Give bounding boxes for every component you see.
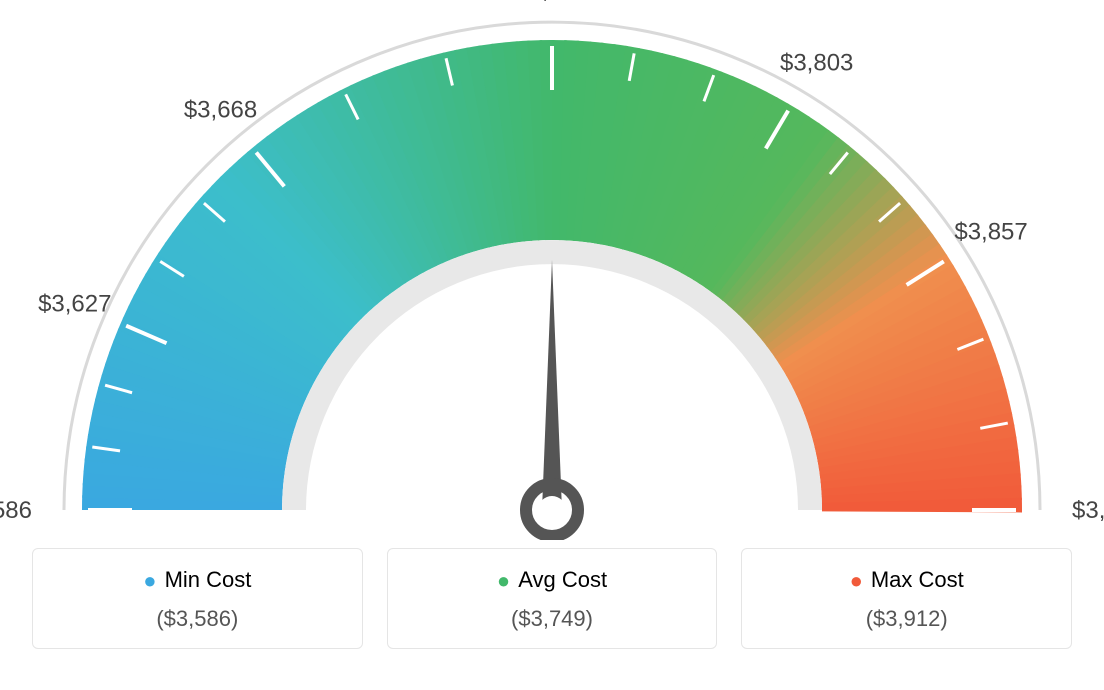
legend-card-avg: ● Avg Cost ($3,749) xyxy=(387,548,718,649)
svg-text:$3,668: $3,668 xyxy=(184,96,257,123)
svg-text:$3,803: $3,803 xyxy=(780,49,853,76)
legend-label-avg: Avg Cost xyxy=(518,567,607,592)
legend-title-avg: ● Avg Cost xyxy=(398,567,707,594)
legend-title-max: ● Max Cost xyxy=(752,567,1061,594)
svg-text:$3,857: $3,857 xyxy=(954,218,1027,245)
legend-value-max: ($3,912) xyxy=(752,606,1061,632)
svg-text:$3,586: $3,586 xyxy=(0,497,32,524)
legend-value-min: ($3,586) xyxy=(43,606,352,632)
svg-text:$3,627: $3,627 xyxy=(38,290,111,317)
gauge-svg: $3,586 $3,627 $3,668 $3,749 $3,803 $3,857 $3,9… xyxy=(0,0,1104,540)
legend-card-min: ● Min Cost ($3,586) xyxy=(32,548,363,649)
legend-value-avg: ($3,749) xyxy=(398,606,707,632)
dot-icon: ● xyxy=(850,568,863,593)
svg-text:$3,912: $3,912 xyxy=(1072,497,1104,524)
dot-icon: ● xyxy=(143,568,156,593)
legend-label-max: Max Cost xyxy=(871,567,964,592)
svg-text:$3,749: $3,749 xyxy=(515,0,588,4)
legend-row: ● Min Cost ($3,586) ● Avg Cost ($3,749) ● M… xyxy=(32,548,1072,649)
dot-icon: ● xyxy=(497,568,510,593)
legend-label-min: Min Cost xyxy=(165,567,252,592)
gauge-chart: $3,586 $3,627 $3,668 $3,749 $3,803 $3,857 $3,9… xyxy=(0,0,1104,540)
legend-card-max: ● Max Cost ($3,912) xyxy=(741,548,1072,649)
legend-title-min: ● Min Cost xyxy=(43,567,352,594)
